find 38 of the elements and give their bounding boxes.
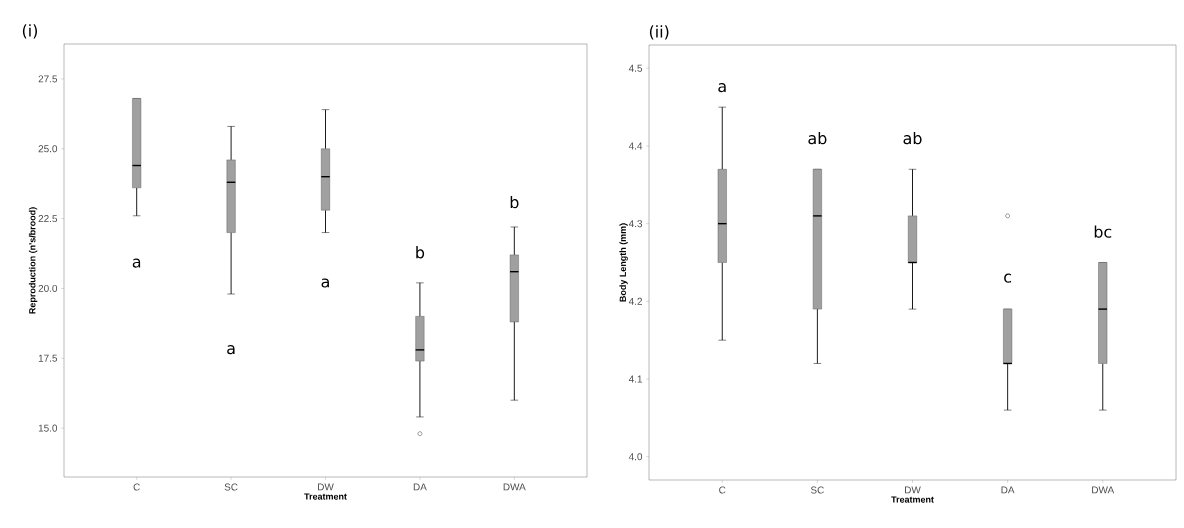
- y-tick-label: 25.0: [38, 145, 58, 153]
- annotation: a: [718, 83, 726, 93]
- chart-title: (ii): [649, 25, 669, 40]
- y-tick-label: 4.2: [628, 297, 642, 305]
- annotation: a: [132, 258, 141, 268]
- annotation: b: [510, 195, 519, 209]
- x-tick-label: DW: [905, 486, 921, 494]
- annotation: ab: [903, 131, 922, 145]
- x-tick-label: SC: [224, 483, 238, 491]
- y-tick-label: 4.4: [628, 142, 643, 150]
- y-tick-label: 4.5: [628, 64, 643, 72]
- y-tick-label: 17.5: [38, 354, 58, 362]
- chart-title: (i): [22, 24, 38, 39]
- y-tick-label: 15.0: [38, 424, 58, 432]
- x-tick-label: DW: [318, 483, 334, 491]
- x-tick-label: DWA: [503, 483, 526, 491]
- y-tick-label: 22.5: [38, 215, 58, 223]
- annotation: a: [227, 345, 235, 355]
- x-tick-label: C: [719, 486, 726, 494]
- annotation: bc: [1094, 225, 1112, 238]
- annotation: a: [321, 278, 329, 288]
- y-tick-label: 4.1: [628, 375, 643, 383]
- annotation: ab: [808, 131, 827, 145]
- x-tick-label: SC: [810, 486, 824, 494]
- y-axis-title: Reproduction (n's/brood): [28, 207, 38, 314]
- x-axis-title: Treatment: [304, 493, 347, 500]
- y-tick-label: 4.0: [628, 453, 643, 461]
- x-axis-title: Treatment: [891, 496, 934, 503]
- x-tick-label: DWA: [1092, 486, 1115, 494]
- x-tick-label: DA: [1001, 486, 1015, 494]
- annotation: b: [416, 246, 425, 259]
- x-tick-label: C: [133, 483, 140, 491]
- x-tick-label: DA: [413, 483, 427, 491]
- y-tick-label: 27.5: [38, 75, 58, 83]
- annotation: c: [1004, 273, 1012, 283]
- y-tick-label: 4.3: [628, 220, 643, 228]
- y-tick-label: 20.0: [38, 284, 58, 292]
- y-axis-title: Body Length (mm): [619, 223, 628, 302]
